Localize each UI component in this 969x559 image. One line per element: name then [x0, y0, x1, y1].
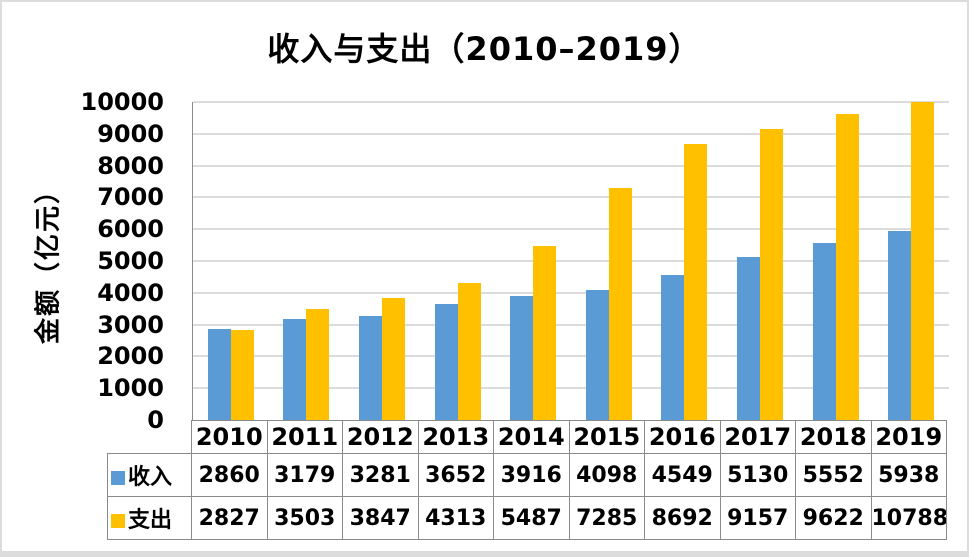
legend-key-expense	[111, 514, 125, 528]
cell-income-2017: 5130	[719, 453, 796, 497]
gridline-6000	[193, 228, 949, 231]
table-row-income: 收入 2860 3179 3281 3652 3916 4098 4549 5130 5552 59…	[107, 453, 947, 497]
cell-income-2014: 3916	[493, 453, 570, 497]
year-header-2013: 2013	[417, 420, 494, 454]
table-corner-cell	[108, 421, 192, 454]
year-header-2019: 2019	[870, 420, 947, 454]
ytick-label-8000: 8000	[97, 151, 164, 180]
year-header-2017: 2017	[719, 420, 796, 454]
bar-expense-2015	[608, 188, 632, 420]
ytick-label-3000: 3000	[97, 310, 164, 339]
ytick-label-1000: 1000	[97, 374, 164, 403]
plot-area	[192, 101, 949, 420]
bar-income-2014	[510, 295, 534, 420]
gridline-3000	[193, 323, 949, 326]
bar-expense-2013	[457, 282, 481, 420]
bar-income-2015	[585, 289, 609, 420]
bar-group-2017	[722, 102, 798, 420]
ytick-label-2000: 2000	[97, 342, 164, 371]
cell-expense-2019: 10788	[870, 496, 947, 540]
table-header-row: 2010 2011 2012 2013 2014 2015 2016 2017 2018 2019	[108, 420, 947, 454]
cell-expense-2014: 5487	[493, 496, 570, 540]
bar-group-2013	[420, 102, 496, 420]
ytick-label-0: 0	[147, 406, 164, 434]
cell-income-2018: 5552	[795, 453, 872, 497]
cell-expense-2018: 9622	[795, 496, 872, 540]
bar-group-2010	[193, 102, 269, 420]
bar-group-2015	[571, 102, 647, 420]
gridline-2000	[193, 355, 949, 358]
series-label-income: 收入	[128, 465, 173, 490]
bar-series-container	[193, 102, 949, 420]
cell-expense-2013: 4313	[417, 496, 494, 540]
gridline-4000	[193, 291, 949, 294]
bar-income-2019	[888, 231, 912, 420]
bar-expense-2018	[835, 114, 859, 420]
cell-income-2010: 2860	[191, 453, 268, 497]
ytick-label-5000: 5000	[97, 247, 164, 275]
cell-income-2015: 4098	[568, 453, 645, 497]
gridline-10000	[193, 101, 949, 103]
year-header-2015: 2015	[568, 420, 645, 454]
year-header-2011: 2011	[266, 420, 343, 454]
ytick-label-6000: 6000	[97, 215, 164, 244]
bar-income-2017	[736, 256, 760, 420]
cell-expense-2015: 7285	[568, 496, 645, 540]
legend-cell-expense: 支出	[107, 496, 192, 540]
bar-group-2016	[647, 102, 723, 420]
bar-expense-2011	[306, 308, 330, 420]
data-table: 2010 2011 2012 2013 2014 2015 2016 2017 2018 2019…	[107, 420, 947, 540]
year-header-2018: 2018	[795, 420, 872, 454]
bar-expense-2012	[381, 297, 405, 420]
bar-income-2018	[812, 243, 836, 420]
legend-cell-income: 收入	[107, 453, 192, 497]
bar-group-2018	[798, 102, 874, 420]
cell-income-2013: 3652	[417, 453, 494, 497]
ytick-label-4000: 4000	[97, 278, 164, 307]
cell-expense-2011: 3503	[266, 496, 343, 540]
bar-income-2013	[434, 303, 458, 420]
bar-income-2012	[358, 315, 382, 420]
table-row-expense: 支出 2827 3503 3847 4313 5487 7285 8692 9157 9622 10…	[107, 496, 947, 540]
gridline-7000	[193, 196, 949, 199]
bar-expense-2010	[230, 330, 254, 420]
bar-group-2019	[873, 102, 949, 420]
year-header-2014: 2014	[493, 420, 570, 454]
bar-expense-2014	[533, 245, 557, 420]
gridline-1000	[193, 387, 949, 390]
bar-group-2011	[269, 102, 345, 420]
cell-expense-2017: 9157	[719, 496, 796, 540]
cell-expense-2016: 8692	[644, 496, 721, 540]
chart-title: 收入与支出（2010–2019）	[267, 30, 702, 68]
gridline-8000	[193, 164, 949, 167]
bar-expense-2016	[684, 143, 708, 420]
bar-income-2011	[283, 318, 307, 420]
bar-group-2014	[495, 102, 571, 420]
cell-income-2016: 4549	[644, 453, 721, 497]
ytick-label-10000: 10000	[80, 88, 165, 116]
bar-group-2012	[344, 102, 420, 420]
gridline-5000	[193, 260, 949, 262]
bar-income-2016	[661, 275, 685, 420]
cell-income-2019: 5938	[870, 453, 947, 497]
bar-expense-2017	[759, 128, 783, 420]
gridline-9000	[193, 132, 949, 135]
cell-income-2012: 3281	[342, 453, 419, 497]
ytick-label-9000: 9000	[97, 119, 164, 148]
ytick-label-7000: 7000	[97, 183, 164, 212]
bar-expense-2019	[911, 102, 935, 420]
series-label-expense: 支出	[128, 508, 173, 533]
bar-income-2010	[207, 329, 231, 420]
cell-expense-2012: 3847	[342, 496, 419, 540]
cell-income-2011: 3179	[266, 453, 343, 497]
cell-expense-2010: 2827	[191, 496, 268, 540]
legend-key-income	[111, 471, 125, 485]
y-axis-tick-labels: 0 1000 2000 3000 4000 5000 6000 7000 8000 9000 100…	[2, 2, 172, 559]
year-header-2010: 2010	[191, 420, 268, 454]
year-header-2012: 2012	[342, 420, 419, 454]
year-header-2016: 2016	[644, 420, 721, 454]
